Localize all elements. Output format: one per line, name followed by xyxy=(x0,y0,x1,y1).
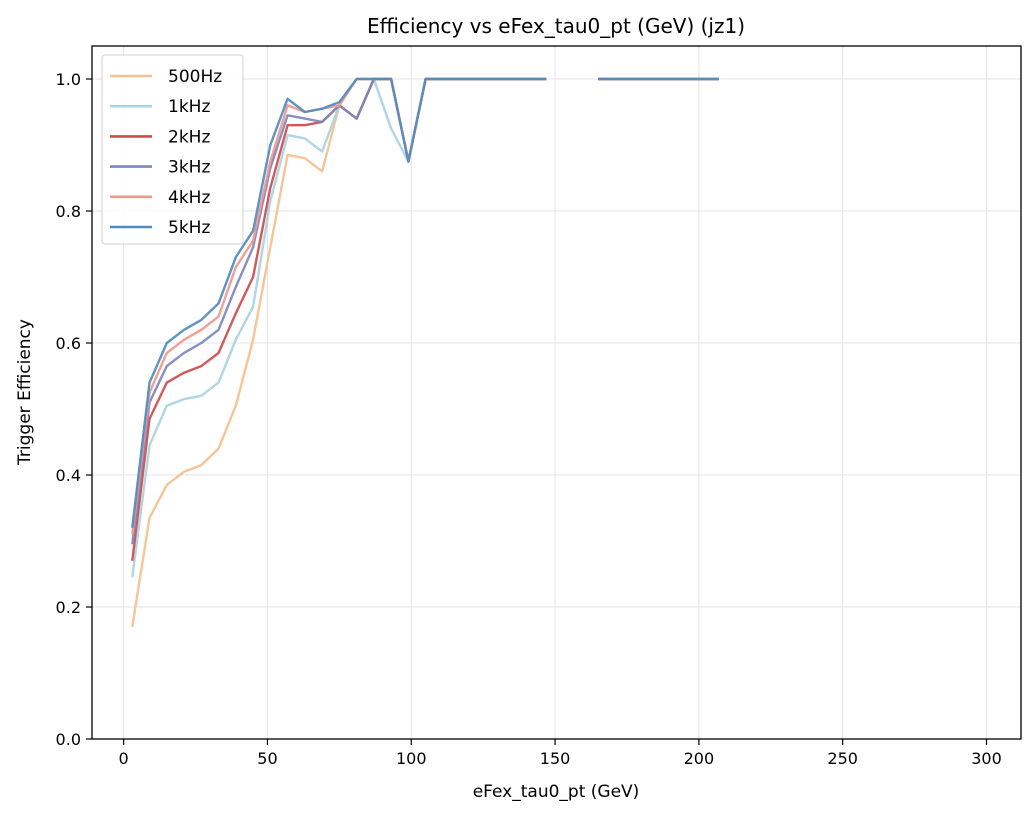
legend-label-3khz: 3kHz xyxy=(168,158,210,178)
x-tick-label: 200 xyxy=(684,749,715,768)
y-tick-label: 0.0 xyxy=(56,730,81,749)
x-tick-label: 0 xyxy=(119,749,129,768)
y-axis-ticks: 0.0 0.2 0.4 0.6 0.8 1.0 xyxy=(56,70,92,749)
chart-title: Efficiency vs eFex_tau0_pt (GeV) (jz1) xyxy=(367,14,745,38)
y-tick-label: 1.0 xyxy=(56,70,81,89)
y-tick-label: 0.2 xyxy=(56,598,81,617)
legend-label-2khz: 2kHz xyxy=(168,127,210,147)
legend-label-1khz: 1kHz xyxy=(168,97,210,117)
y-tick-label: 0.4 xyxy=(56,466,81,485)
y-tick-label: 0.6 xyxy=(56,334,81,353)
x-axis-label: eFex_tau0_pt (GeV) xyxy=(473,782,640,802)
legend-label-4khz: 4kHz xyxy=(168,188,210,208)
legend: 500Hz 1kHz 2kHz 3kHz 4kHz 5kHz xyxy=(101,54,244,245)
y-tick-label: 0.8 xyxy=(56,202,81,221)
y-axis-label: Trigger Efficiency xyxy=(15,319,35,466)
series-lines xyxy=(131,77,719,627)
x-tick-label: 250 xyxy=(827,749,858,768)
x-tick-label: 300 xyxy=(971,749,1002,768)
legend-label-5khz: 5kHz xyxy=(168,218,210,238)
x-tick-label: 150 xyxy=(540,749,571,768)
x-tick-label: 100 xyxy=(396,749,427,768)
series-line-5khz xyxy=(131,77,719,528)
x-axis-ticks: 0 50 100 150 200 250 300 xyxy=(119,739,1002,768)
legend-label-500hz: 500Hz xyxy=(168,67,222,87)
x-tick-label: 50 xyxy=(257,749,277,768)
plot-frame xyxy=(91,45,1022,740)
